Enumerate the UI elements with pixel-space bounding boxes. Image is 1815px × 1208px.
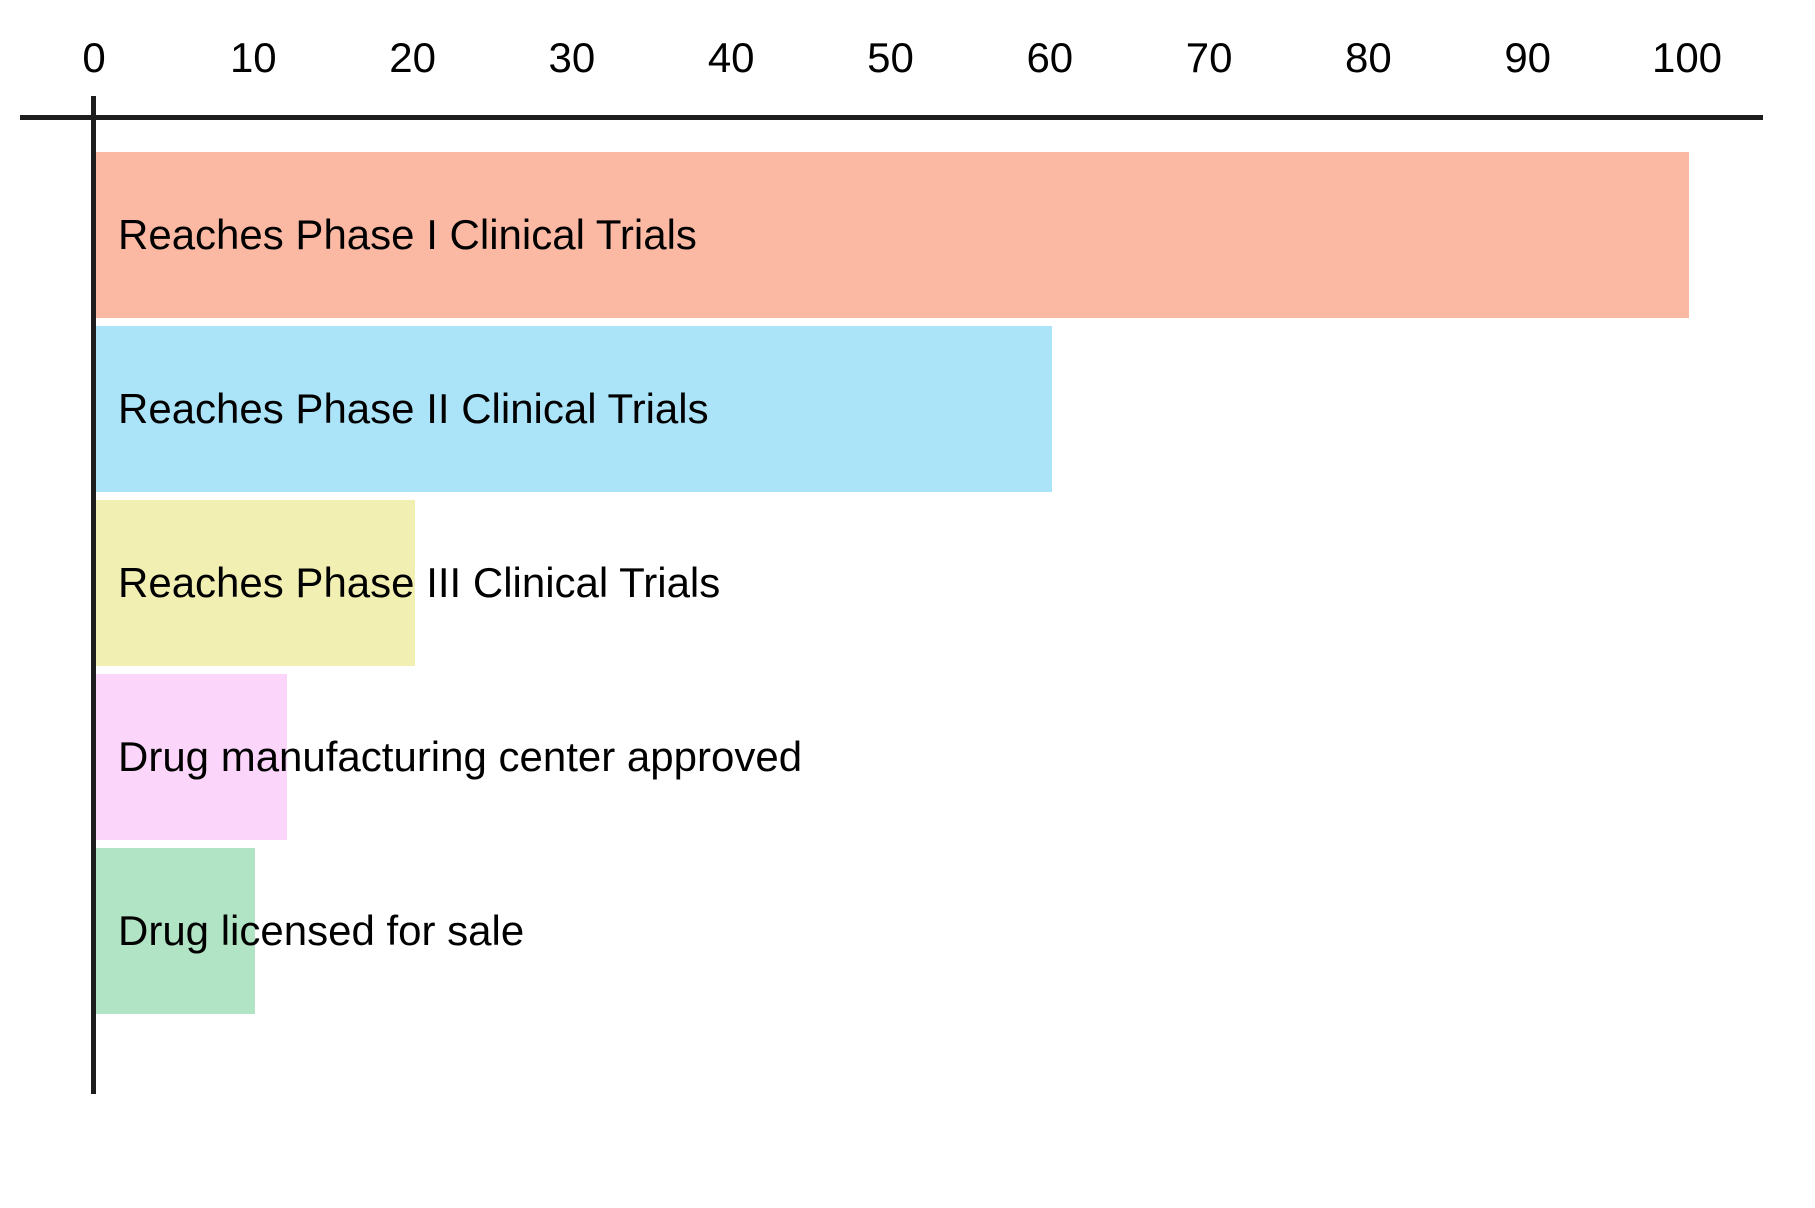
bar: Drug licensed for sale: [96, 848, 524, 1014]
x-tick-label: 30: [548, 34, 596, 81]
bar: Drug manufacturing center approved: [96, 674, 802, 840]
bar: Reaches Phase III Clinical Trials: [96, 500, 720, 666]
bar-label: Reaches Phase I Clinical Trials: [118, 211, 697, 258]
bar-label: Drug licensed for sale: [118, 907, 525, 954]
x-tick-label: 80: [1345, 34, 1392, 81]
y-axis-line: [91, 96, 96, 1094]
x-tick-label: 90: [1504, 34, 1552, 81]
x-tick-label: 40: [707, 34, 755, 81]
bar: Reaches Phase II Clinical Trials: [96, 326, 1052, 492]
x-tick-label: 10: [229, 34, 277, 81]
x-tick-label: 0: [82, 34, 106, 81]
x-tick-label: 70: [1185, 34, 1233, 81]
x-axis-line: [20, 115, 1763, 120]
x-tick-label: 50: [867, 34, 914, 81]
bar-label: Reaches Phase II Clinical Trials: [118, 385, 709, 432]
x-tick-label: 60: [1026, 34, 1074, 81]
x-tick-label: 100: [1651, 34, 1723, 81]
bar-label: Reaches Phase III Clinical Trials: [118, 559, 721, 606]
bar: Reaches Phase I Clinical Trials: [96, 152, 1689, 318]
bar-label: Drug manufacturing center approved: [118, 733, 803, 780]
x-tick-label: 20: [389, 34, 436, 81]
